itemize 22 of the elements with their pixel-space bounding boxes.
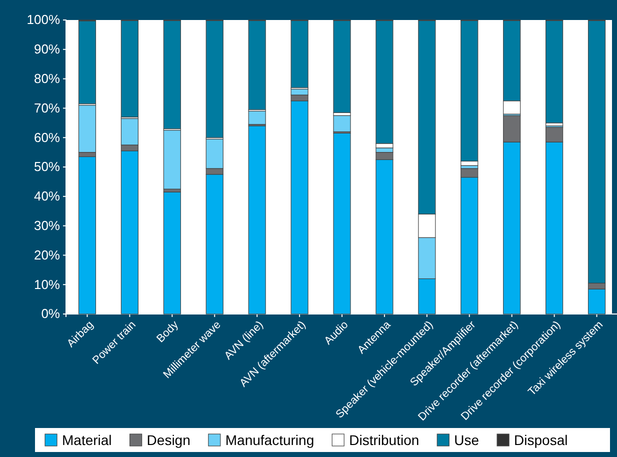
- y-tick-label: 20%: [34, 247, 60, 262]
- y-tick-label: 40%: [34, 188, 60, 204]
- bar: [163, 192, 181, 314]
- legend-label: Use: [454, 432, 480, 448]
- y-tick-label: 70%: [34, 100, 60, 116]
- bar: [333, 20, 351, 113]
- legend-label: Distribution: [349, 432, 420, 448]
- bar: [376, 20, 394, 144]
- legend-label: Manufacturing: [225, 432, 314, 448]
- y-tick-label: 80%: [34, 70, 60, 86]
- bar: [546, 20, 564, 124]
- legend-label: Design: [146, 432, 190, 448]
- y-tick-label: 10%: [34, 276, 60, 292]
- bar: [78, 156, 96, 314]
- y-tick-label: 50%: [34, 159, 60, 174]
- legend-label: Disposal: [514, 432, 568, 448]
- y-tick-label: 30%: [34, 218, 60, 233]
- y-tick-label: 90%: [34, 42, 60, 57]
- y-tick-label: 60%: [34, 130, 60, 145]
- y-tick-label: 0%: [41, 306, 60, 322]
- legend-label: Material: [62, 432, 112, 448]
- y-tick-label: 100%: [26, 12, 60, 28]
